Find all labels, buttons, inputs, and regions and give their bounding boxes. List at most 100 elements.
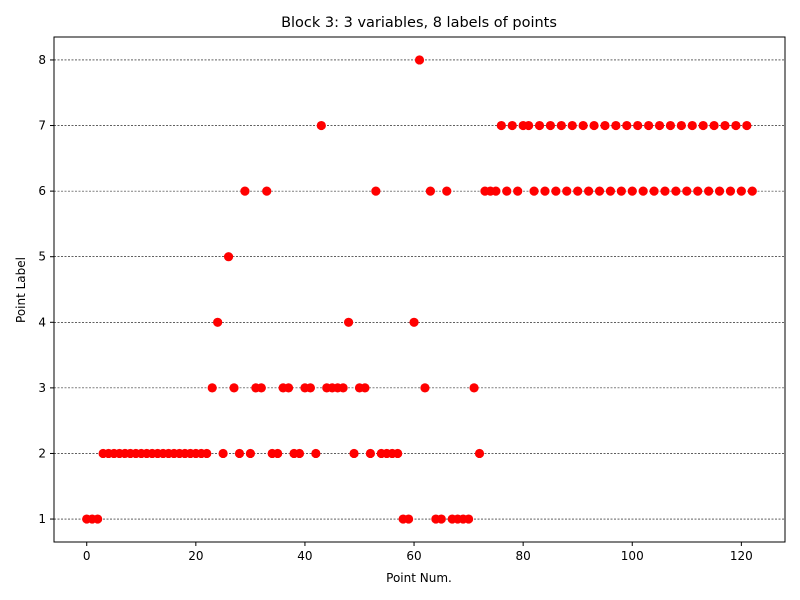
data-point [540,186,550,196]
data-point [371,186,381,196]
y-tick-label: 8 [38,53,46,67]
data-point [551,186,561,196]
y-tick-label: 6 [38,184,46,198]
data-point [218,448,228,459]
data-point [627,186,637,196]
data-point [654,120,665,131]
data-point [403,514,414,524]
data-point [305,383,315,393]
data-point [442,186,452,196]
plot-frame [53,36,786,543]
y-axis-ticks: 1 2 3 4 5 6 7 8 [38,53,54,526]
data-point [742,120,752,131]
x-tick-label: 20 [188,549,203,563]
y-tick-label: 7 [38,119,46,133]
data-point [529,186,539,196]
data-point [414,55,425,65]
data-point [725,186,736,196]
data-point [567,120,577,131]
data-point [273,448,283,459]
data-point [436,514,446,524]
x-axis-ticks: 0 20 40 60 80 100 120 [83,542,753,563]
data-point [234,448,245,459]
data-point [633,120,643,131]
y-tick-label: 4 [38,315,46,329]
data-point [671,186,681,196]
data-point [425,186,436,196]
data-point [311,448,321,459]
data-point [638,186,648,196]
data-point [644,120,654,131]
data-point [245,448,255,459]
data-point [240,186,250,196]
data-point [213,317,223,327]
data-point [513,186,523,196]
data-point [649,186,659,196]
data-point [720,120,730,131]
data-point [704,186,714,196]
data-point [294,448,305,459]
data-point [731,120,741,131]
x-tick-label: 60 [406,549,421,563]
data-point [262,186,272,196]
data-point [463,514,474,524]
data-points [82,55,757,524]
data-point [469,383,479,393]
data-point [349,448,359,459]
data-point [605,186,616,196]
x-tick-label: 0 [83,549,91,563]
data-point [562,186,572,196]
data-point [223,252,234,262]
data-point [507,120,517,131]
data-point [343,317,354,327]
data-point [584,186,594,196]
data-point [474,448,485,459]
data-point [573,186,583,196]
data-point [747,186,757,196]
data-point [693,186,703,196]
y-axis-label: Point Label [14,257,28,323]
data-point [338,383,348,393]
data-point [545,120,556,131]
data-point [660,186,670,196]
data-point [687,120,697,131]
x-axis-label: Point Num. [386,571,452,585]
data-point [360,383,370,393]
data-point [665,120,676,131]
y-tick-label: 5 [38,250,46,264]
data-point [365,448,376,459]
data-point [611,120,621,131]
data-point [256,383,266,393]
data-point [676,120,686,131]
y-tick-label: 3 [38,381,46,395]
data-point [714,186,725,196]
y-tick-label: 1 [38,512,46,526]
data-point [409,317,419,327]
data-point [207,383,217,393]
x-tick-label: 40 [297,549,312,563]
data-point [534,120,545,131]
y-tick-label: 2 [38,446,46,460]
x-tick-label: 80 [516,549,531,563]
data-point [594,186,605,196]
data-point [502,186,512,196]
data-point [202,448,212,459]
data-point [283,383,294,393]
data-point [709,120,719,131]
data-point [682,186,692,196]
data-point [616,186,626,196]
data-point [736,186,746,196]
data-point [622,120,632,131]
data-point [578,120,588,131]
data-point [556,120,566,131]
x-tick-label: 120 [730,549,753,563]
data-point [229,383,239,393]
data-point [589,120,599,131]
data-point [93,514,103,524]
data-point [316,120,326,131]
data-point [698,120,708,131]
data-point [491,186,501,196]
data-point [420,383,430,393]
